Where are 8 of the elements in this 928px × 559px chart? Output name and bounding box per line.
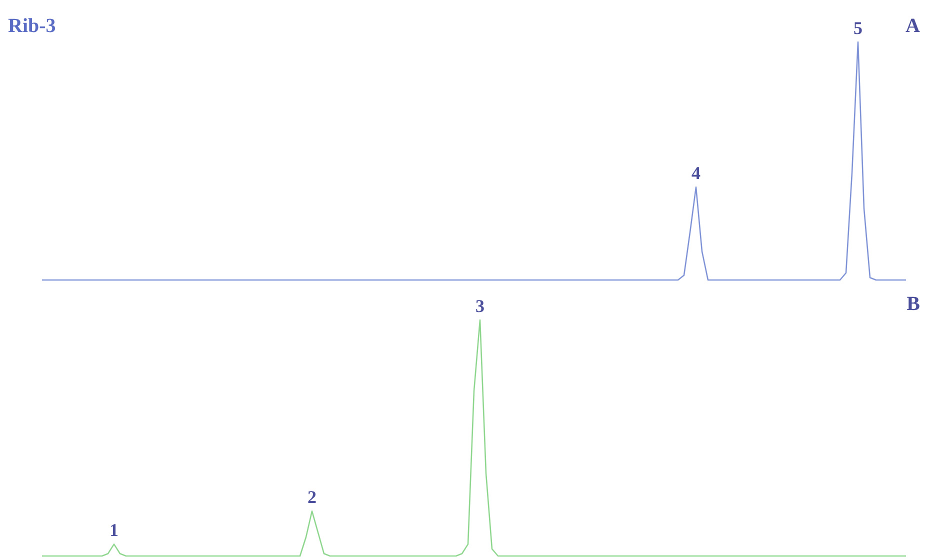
chart-title: Rib-3 (8, 15, 56, 37)
text: 3 (476, 296, 484, 316)
chart-subtitle: B (906, 293, 920, 315)
chart-subtitle: A (906, 15, 921, 37)
annotation: 4 (692, 163, 700, 184)
annotation: 2 (308, 487, 316, 508)
annotation: 1 (110, 520, 118, 540)
text: 5 (854, 18, 862, 38)
